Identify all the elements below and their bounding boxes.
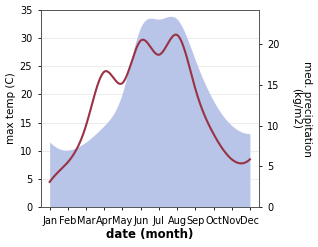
Y-axis label: max temp (C): max temp (C): [5, 73, 16, 144]
Y-axis label: med. precipitation
(kg/m2): med. precipitation (kg/m2): [291, 61, 313, 156]
X-axis label: date (month): date (month): [106, 228, 193, 242]
